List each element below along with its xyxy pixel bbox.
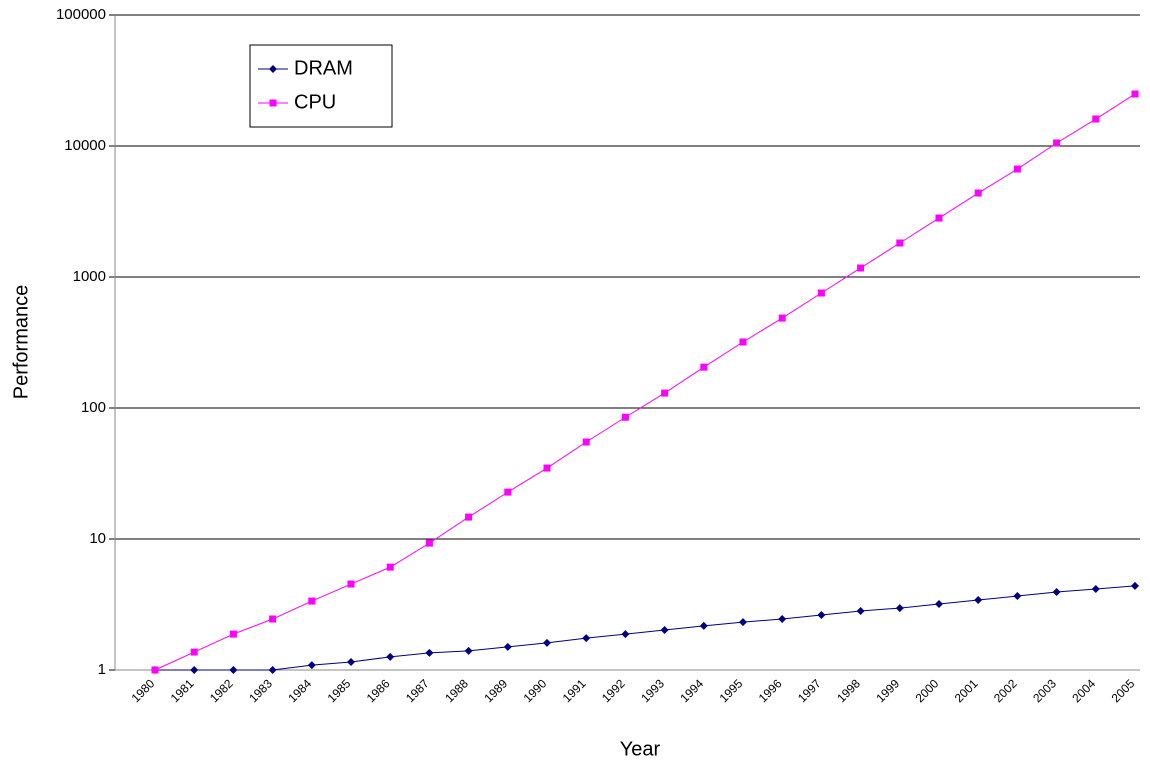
x-axis-label: Year <box>620 738 661 760</box>
point <box>504 488 512 496</box>
point <box>817 289 825 297</box>
point <box>621 630 630 639</box>
point <box>386 652 395 661</box>
x-tick-label: 1997 <box>795 676 824 705</box>
x-tick-label: 1984 <box>285 676 314 705</box>
point <box>425 539 433 547</box>
legend-label: DRAM <box>294 57 353 79</box>
point <box>1053 139 1061 147</box>
point <box>347 580 355 588</box>
x-tick-label: 2003 <box>1030 676 1059 705</box>
x-tick-label: 1983 <box>246 676 275 705</box>
point <box>308 597 316 605</box>
point <box>582 438 590 446</box>
y-tick-label: 1 <box>98 661 106 678</box>
point <box>190 666 199 674</box>
point <box>543 638 551 647</box>
legend-box <box>249 44 393 128</box>
y-tick-label: 10 <box>89 530 106 547</box>
point <box>190 648 198 656</box>
y-tick-label: 100000 <box>56 6 106 23</box>
point <box>857 264 865 272</box>
point <box>1052 587 1061 596</box>
point <box>543 464 551 472</box>
point <box>896 239 904 247</box>
point <box>1013 592 1022 601</box>
x-tick-label: 1995 <box>717 676 746 705</box>
x-tick-label: 1993 <box>638 676 667 705</box>
x-tick-label: 1982 <box>207 676 236 705</box>
point <box>1091 585 1100 594</box>
series-points <box>151 90 1139 674</box>
point <box>699 621 708 630</box>
point <box>856 607 865 616</box>
x-tick-label: 1987 <box>403 676 432 705</box>
point <box>660 625 669 634</box>
y-tick-label: 10000 <box>64 137 106 154</box>
x-tick-label: 2000 <box>913 676 942 705</box>
point <box>935 600 943 609</box>
point <box>464 646 473 655</box>
point <box>817 610 826 619</box>
x-tick-label: 1999 <box>873 676 902 705</box>
point <box>307 661 316 670</box>
x-tick-label: 2002 <box>991 676 1020 705</box>
point <box>1013 165 1021 173</box>
point <box>935 214 943 222</box>
x-tick-label: 1990 <box>521 676 550 705</box>
legend-marker <box>269 65 277 73</box>
x-tick-label: 1988 <box>442 676 471 705</box>
x-tick-label: 1992 <box>599 676 628 705</box>
legend-marker <box>269 99 277 107</box>
point <box>700 363 708 371</box>
x-tick-label: 1994 <box>677 676 706 705</box>
point <box>503 642 512 651</box>
x-tick-label: 1989 <box>481 676 510 705</box>
point <box>229 666 238 674</box>
point <box>778 615 787 624</box>
x-tick-label: 1996 <box>756 676 785 705</box>
series-points <box>151 581 1139 674</box>
point <box>1131 90 1139 98</box>
point <box>465 513 473 521</box>
y-axis-label: Performance <box>10 285 32 400</box>
point <box>739 618 747 627</box>
point <box>229 630 237 638</box>
x-tick-label: 1985 <box>325 676 354 705</box>
x-tick-label: 1986 <box>364 676 393 705</box>
point <box>661 389 669 397</box>
point <box>582 634 591 643</box>
point <box>269 615 277 623</box>
point <box>895 604 904 613</box>
point <box>386 563 394 571</box>
x-tick-label: 2001 <box>952 676 981 705</box>
x-tick-label: 1998 <box>834 676 863 705</box>
point <box>1092 115 1100 123</box>
point <box>974 189 982 197</box>
point <box>347 658 355 667</box>
point <box>425 648 434 657</box>
x-tick-label: 2004 <box>1069 676 1098 705</box>
legend-label: CPU <box>294 91 336 113</box>
point <box>778 314 786 322</box>
y-tick-label: 1000 <box>73 268 106 285</box>
point <box>621 413 629 421</box>
point <box>268 666 277 674</box>
series-line <box>154 93 1136 671</box>
point <box>1131 581 1139 590</box>
point <box>151 666 159 674</box>
x-tick-label: 2005 <box>1109 676 1138 705</box>
x-tick-label: 1980 <box>129 676 158 705</box>
point <box>974 596 983 605</box>
x-tick-label: 1991 <box>560 676 589 705</box>
point <box>739 338 747 346</box>
x-tick-label: 1981 <box>168 676 197 705</box>
y-tick-label: 100 <box>81 399 106 416</box>
series-line <box>155 585 1136 671</box>
